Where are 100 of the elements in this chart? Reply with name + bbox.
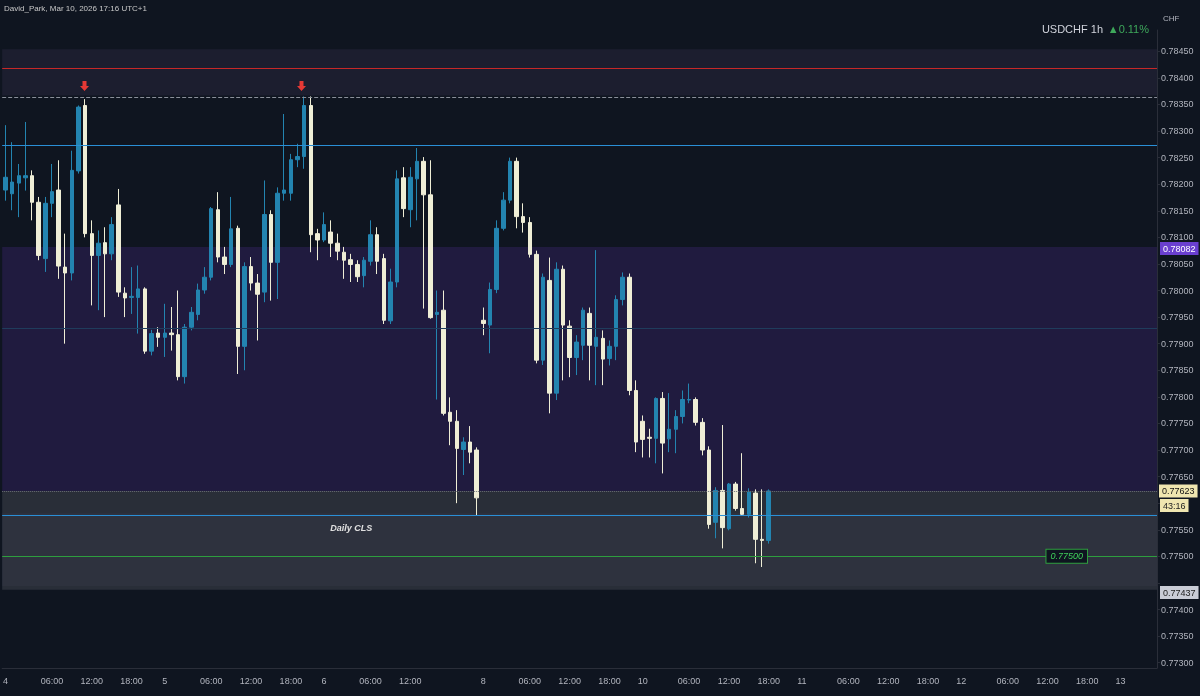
candlestick: [521, 202, 525, 234]
candlestick: [10, 141, 14, 211]
candlestick: [640, 414, 645, 458]
candlestick: [494, 219, 499, 294]
x-tick-label: 18:00: [916, 675, 940, 686]
x-tick-label: 6: [321, 675, 327, 686]
candlestick: [627, 273, 632, 396]
candlestick: [667, 392, 671, 453]
candlestick: [36, 196, 41, 261]
candlestick: [96, 229, 101, 311]
x-tick-label: 11: [797, 675, 807, 686]
x-tick-label: 12:00: [239, 675, 263, 686]
candlestick: [713, 486, 718, 539]
candlestick: [547, 257, 552, 414]
candlestick: [368, 219, 373, 267]
candlestick: [269, 209, 273, 302]
candlestick: [428, 159, 433, 320]
candlestick: [468, 425, 472, 464]
x-tick-label: 06:00: [40, 675, 64, 686]
candlestick: [766, 488, 771, 545]
x-tick-label: 06:00: [359, 675, 382, 686]
y-tick-label: 0.78050: [1161, 258, 1194, 269]
y-axis-title: CHF: [1163, 13, 1180, 23]
candlestick: [488, 282, 492, 354]
candlestick: [169, 306, 174, 352]
x-tick-label: 06:00: [837, 675, 860, 686]
x-tick-label: 06:00: [996, 675, 1019, 686]
candlestick: [163, 303, 167, 358]
candlestick: [282, 113, 286, 202]
x-tick-label: 06:00: [677, 675, 701, 686]
candlestick: [435, 290, 439, 401]
y-tick-label: 0.78350: [1161, 99, 1194, 110]
x-tick-label: 18:00: [120, 675, 143, 686]
y-tick-label: 0.77800: [1161, 391, 1194, 402]
x-tick-label: 06:00: [518, 675, 542, 686]
candlestick: [83, 98, 87, 238]
chart-subtitle: ▲0.11%: [1107, 22, 1150, 35]
x-tick-label: 18:00: [757, 675, 781, 686]
candlestick: [315, 228, 320, 261]
candlestick: [760, 488, 764, 568]
candlestick: [395, 169, 399, 288]
x-tick-label: 8: [480, 675, 486, 686]
candlestick: [687, 383, 691, 404]
candlestick: [289, 153, 293, 202]
ref-line-label: 0.77623: [1162, 485, 1195, 496]
candlestick: [222, 246, 227, 275]
x-tick-label: 18:00: [1076, 675, 1099, 686]
candlestick: [382, 253, 386, 325]
candlestick: [620, 271, 625, 306]
candlestick: [63, 233, 67, 345]
candlestick: [594, 249, 598, 386]
y-tick-label: 0.77300: [1161, 657, 1194, 668]
candlestick: [103, 226, 107, 318]
x-tick-label: 06:00: [199, 675, 223, 686]
candlestick: [614, 294, 618, 361]
candlestick: [700, 417, 705, 456]
candlestick: [607, 339, 612, 366]
candlestick: [587, 307, 592, 381]
candlestick: [455, 409, 459, 504]
candlestick: [255, 273, 260, 341]
candlestick: [50, 163, 54, 218]
x-tick-label: 10: [637, 675, 648, 686]
candlestick: [216, 191, 220, 263]
candlestick: [182, 323, 187, 385]
candlestick: [143, 286, 147, 355]
candlestick: [514, 157, 519, 229]
candlestick: [149, 329, 154, 356]
candlestick: [123, 286, 127, 318]
candlestick: [401, 166, 406, 218]
y-tick-label: 0.78200: [1161, 179, 1194, 190]
x-tick-label: 5: [162, 675, 168, 686]
candlestick: [541, 273, 545, 366]
y-tick-label: 0.78150: [1161, 205, 1194, 216]
candlestick: [30, 169, 34, 221]
candlestick: [654, 396, 658, 464]
y-tick-label: 0.77650: [1161, 471, 1194, 482]
candlestick: [76, 105, 81, 175]
candlestick: [136, 265, 140, 335]
x-tick-label: 12: [956, 675, 967, 686]
candlestick: [528, 216, 532, 259]
candlestick: [209, 206, 213, 281]
text: David_Park, Mar 10, 2026 17:16 UTC+1: [4, 3, 148, 13]
candlestick: [196, 283, 200, 321]
candlestick: [415, 147, 419, 221]
candlestick: [355, 259, 360, 283]
candlestick: [342, 246, 346, 280]
candlestick: [693, 396, 698, 427]
y-tick-label: 0.78250: [1161, 152, 1194, 163]
candlestick: [189, 306, 194, 331]
y-tick-label: 0.77350: [1161, 631, 1194, 642]
candlestick: [508, 157, 512, 204]
x-tick-label: 12:00: [399, 675, 422, 686]
y-tick-label: 0.78400: [1161, 72, 1194, 83]
text: 43:16: [1163, 500, 1186, 511]
candlestick: [3, 124, 8, 202]
candlestick: [753, 488, 758, 564]
candlestick: [634, 379, 638, 453]
candlestick: [561, 265, 565, 381]
candlestick: [242, 261, 247, 371]
candlestick: [375, 226, 379, 275]
